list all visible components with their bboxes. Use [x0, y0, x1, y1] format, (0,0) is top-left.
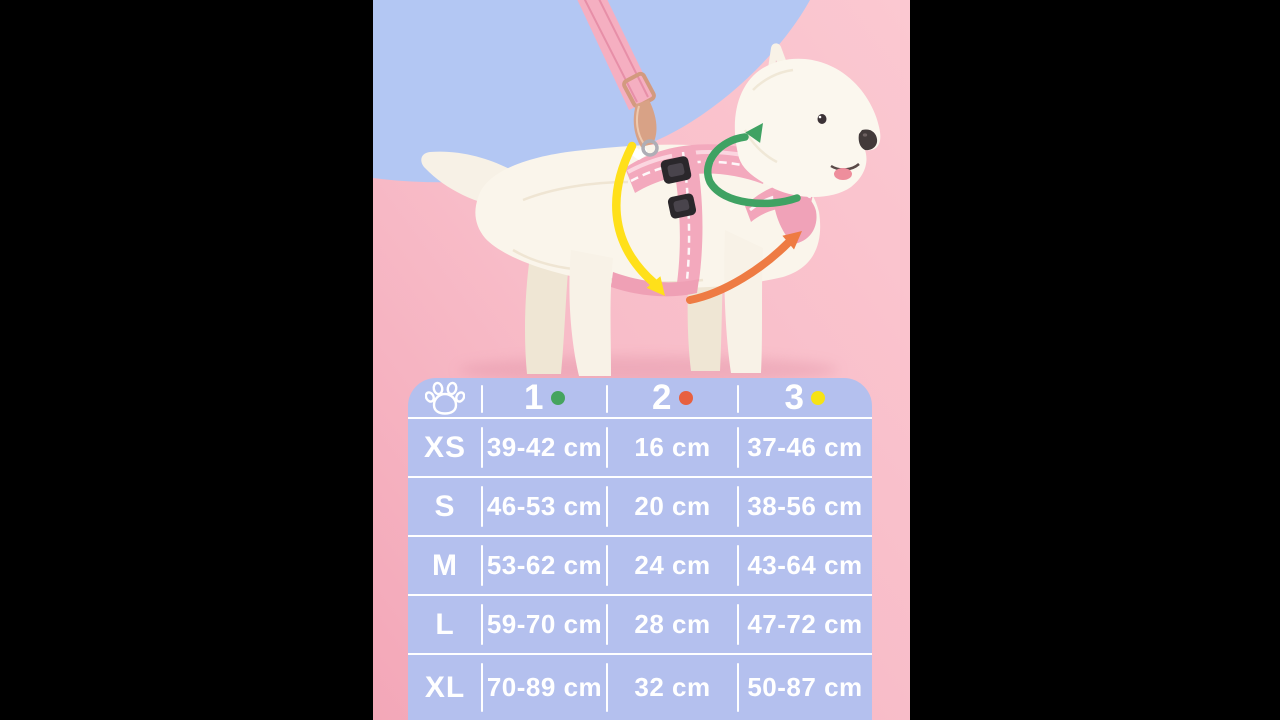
- measurement-cell: 32 cm: [607, 655, 739, 720]
- column-number: 2: [652, 378, 672, 417]
- harness-size-infographic: 1 2 3 XS 39-42 cm 16 cm 37-46 cm: [373, 0, 910, 720]
- measurement-cell: 16 cm: [607, 419, 739, 476]
- measurement-cell: 46-53 cm: [482, 478, 608, 535]
- measurement-cell: 24 cm: [607, 537, 739, 594]
- column-header-3: 3: [738, 378, 872, 418]
- column-number: 1: [524, 378, 544, 417]
- measurement-cell: 59-70 cm: [482, 596, 608, 653]
- harness-d-ring: [641, 139, 659, 157]
- measurement-cell: 39-42 cm: [482, 419, 608, 476]
- table-row-xs: XS 39-42 cm 16 cm 37-46 cm: [408, 417, 872, 476]
- measurement-cell: 50-87 cm: [747, 672, 863, 702]
- measurement-cell: 20 cm: [607, 478, 739, 535]
- size-label: S: [408, 478, 483, 535]
- neck-girth-arrow: [704, 123, 801, 208]
- paw-icon: [425, 381, 465, 415]
- pink-leash: [577, 0, 659, 157]
- size-label: L: [408, 596, 483, 653]
- table-row-l: L 59-70 cm 28 cm 47-72 cm: [408, 594, 872, 653]
- measurement-cell: 47-72 cm: [747, 609, 863, 639]
- measurement-cell: 70-89 cm: [482, 655, 608, 720]
- measurement-cell: 38-56 cm: [747, 491, 863, 521]
- dog-head: [734, 43, 881, 197]
- yellow-dot: [811, 391, 826, 405]
- size-label: XL: [408, 655, 483, 720]
- column-header-1: 1: [482, 378, 608, 418]
- column-number: 3: [784, 378, 805, 417]
- table-header-row: 1 2 3: [408, 378, 872, 417]
- table-row-s: S 46-53 cm 20 cm 38-56 cm: [408, 476, 872, 535]
- size-label: XS: [408, 419, 483, 476]
- red-dot: [678, 391, 693, 405]
- measurement-cell: 37-46 cm: [747, 432, 863, 462]
- measurement-cell: 28 cm: [607, 596, 739, 653]
- blue-curved-background: [373, 0, 810, 183]
- measurement-cell: 53-62 cm: [482, 537, 608, 594]
- table-row-xl: XL 70-89 cm 32 cm 50-87 cm: [408, 653, 872, 720]
- paw-header-cell: [408, 378, 483, 418]
- table-row-m: M 53-62 cm 24 cm 43-64 cm: [408, 535, 872, 594]
- harness-buckle: [660, 156, 692, 184]
- harness-buckle: [667, 193, 697, 219]
- chest-girth-arrow: [612, 141, 665, 296]
- back-length-arrow: [686, 231, 802, 304]
- dog-illustration: [421, 144, 821, 376]
- column-header-2: 2: [607, 378, 739, 418]
- measurement-cell: 43-64 cm: [747, 550, 863, 580]
- size-label: M: [408, 537, 483, 594]
- size-chart-table: 1 2 3 XS 39-42 cm 16 cm 37-46 cm: [408, 378, 872, 720]
- green-dot: [550, 391, 565, 405]
